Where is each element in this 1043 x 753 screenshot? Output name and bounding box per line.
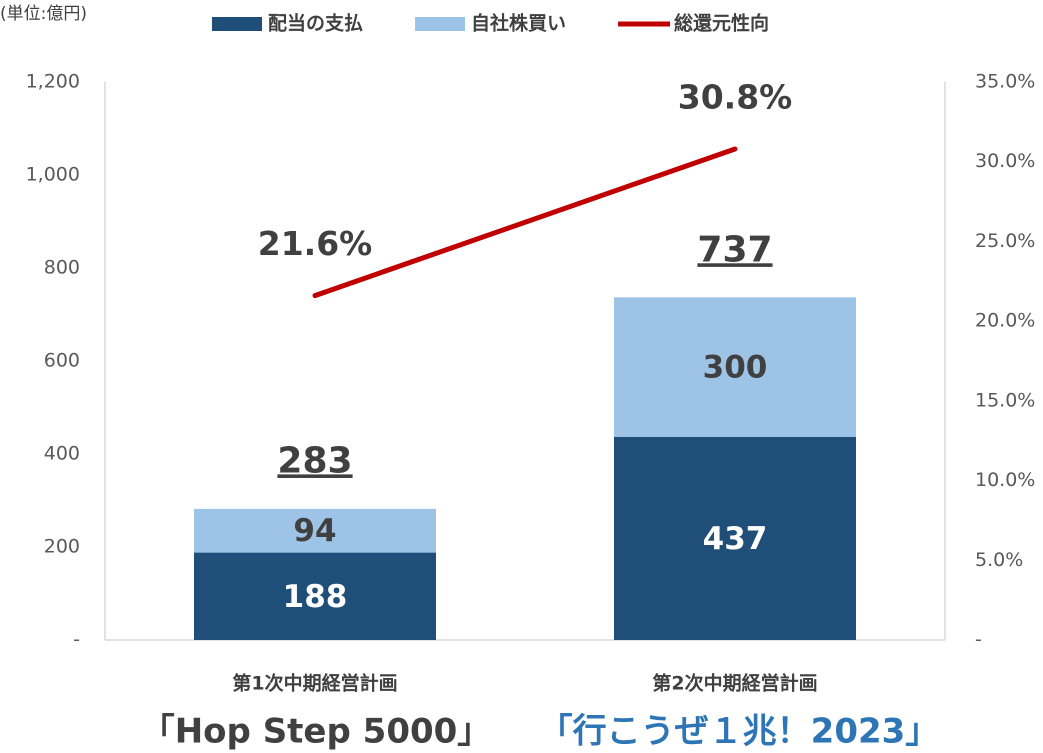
data-label: 437 (703, 521, 768, 557)
line-label: 21.6% (258, 224, 373, 263)
y-tick-label: 400 (44, 443, 80, 465)
unit-label: (単位:億円) (0, 4, 87, 24)
y-tick-label: 1,200 (26, 71, 80, 93)
x-tick-label: 第1次中期経営計画 (232, 672, 397, 695)
y2-tick-label: 35.0% (975, 71, 1035, 93)
bar-segment (614, 297, 856, 437)
y-tick-label: 200 (44, 536, 80, 558)
bar-segment (614, 436, 856, 640)
y-tick-label: 600 (44, 350, 80, 372)
bar-segment (194, 508, 436, 553)
y2-tick-label: 15.0% (975, 389, 1035, 411)
y2-tick-label: 30.0% (975, 150, 1035, 172)
total-label: 737 (697, 229, 772, 270)
y-tick-label: 1,000 (26, 164, 80, 186)
legend-swatch (415, 17, 466, 31)
y2-tick-label: 10.0% (975, 469, 1035, 491)
caption: 「Hop Step 5000」 (141, 712, 492, 752)
data-label: 94 (293, 513, 336, 549)
bar-segment (194, 552, 436, 640)
data-label: 300 (703, 350, 768, 386)
legend-label: 配当の支払 (268, 12, 363, 35)
y2-tick-label: 25.0% (975, 230, 1035, 252)
caption: 「行こうぜ１兆！2023」 (539, 712, 940, 752)
legend-label: 自社株買い (471, 12, 566, 35)
line-series (312, 146, 738, 299)
total-label: 283 (277, 440, 352, 481)
legend-label: 総還元性向 (674, 12, 769, 35)
y2-tick-label: 5.0% (975, 549, 1023, 571)
y-tick-label: - (73, 629, 80, 651)
legend-swatch (212, 17, 262, 31)
y-tick-label: 800 (44, 257, 80, 279)
line-label: 30.8% (678, 77, 793, 116)
y2-tick-label: 20.0% (975, 310, 1035, 332)
x-tick-label: 第2次中期経営計画 (652, 672, 817, 695)
y2-tick-label: - (975, 629, 982, 651)
data-label: 188 (283, 579, 348, 615)
